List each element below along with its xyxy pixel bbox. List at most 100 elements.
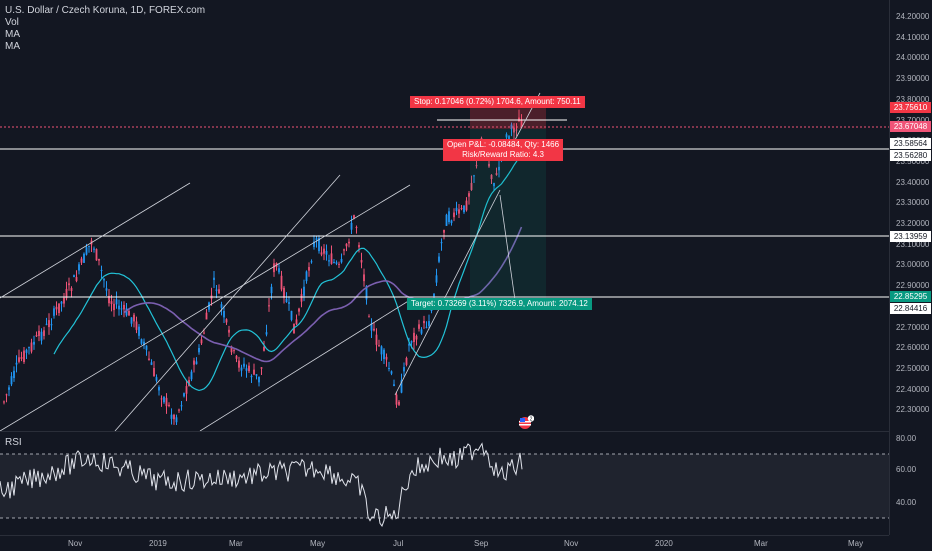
candle-body xyxy=(55,306,58,310)
candle-body xyxy=(15,362,18,365)
time-tick-label: 2020 xyxy=(655,539,673,548)
price-tick-label: 23.80000 xyxy=(896,94,930,104)
candle-body xyxy=(165,397,168,407)
candle-body xyxy=(488,163,490,167)
candle-body xyxy=(3,401,5,403)
candle-body xyxy=(65,288,68,299)
candle-body xyxy=(393,384,395,387)
candle-body xyxy=(435,275,438,283)
price-tick-label: 22.30000 xyxy=(896,405,930,415)
candle-body xyxy=(175,417,178,423)
us-flag-icon[interactable]: 2 xyxy=(516,415,534,429)
symbol-title[interactable]: U.S. Dollar / Czech Koruna, 1D, FOREX.co… xyxy=(5,5,206,16)
candle-body xyxy=(418,324,420,329)
candle-body xyxy=(453,212,455,218)
candle-body xyxy=(278,268,280,273)
candle-body xyxy=(505,134,508,138)
candle-body xyxy=(38,330,40,336)
rsi-indicator-label[interactable]: RSI xyxy=(5,437,22,448)
candle-body xyxy=(93,248,95,250)
candle-body xyxy=(520,119,523,126)
candle-body xyxy=(388,367,390,369)
candle-body xyxy=(365,285,368,300)
candle-body xyxy=(398,401,400,405)
candle-body xyxy=(283,287,285,298)
price-tick-label: 22.70000 xyxy=(896,322,930,332)
price-tick-label: 23.50000 xyxy=(896,156,930,166)
price-tick-label: 23.30000 xyxy=(896,198,930,208)
stop-label[interactable]: Stop: 0.17046 (0.72%) 1704.6, Amount: 75… xyxy=(410,96,585,108)
candle-body xyxy=(438,256,440,262)
candle-body xyxy=(468,193,470,197)
price-axis[interactable]: 24.20000 24.10000 24.00000 23.90000 23.80000… xyxy=(889,0,932,535)
price-tick-label: 23.20000 xyxy=(896,219,930,228)
candle-body xyxy=(78,264,80,271)
candle-body xyxy=(168,404,170,406)
candle-body xyxy=(95,249,98,261)
candle-body xyxy=(385,356,388,360)
rsi-pane[interactable] xyxy=(0,432,889,535)
price-tick-label: 22.50000 xyxy=(896,363,930,373)
candle-body xyxy=(420,329,423,334)
candle-body xyxy=(445,214,448,226)
candle-body xyxy=(513,127,515,133)
price-tick-label: 22.90000 xyxy=(896,281,930,291)
ma-indicator-label-1[interactable]: MA xyxy=(5,29,20,40)
horizontal-line-price-tag: 23.13959 xyxy=(890,231,931,242)
candle-body xyxy=(60,301,63,304)
price-tick-label: 24.00000 xyxy=(896,53,930,63)
time-tick-label: Nov xyxy=(68,539,83,548)
candle-body xyxy=(228,329,230,333)
candle-body xyxy=(315,238,318,241)
candle-body xyxy=(273,263,275,273)
risk-reward-text: Risk/Reward Ratio: 4.3 xyxy=(462,150,544,159)
time-axis[interactable]: Nov 2019 Mar May Jul Sep Nov 2020 Mar May xyxy=(0,535,889,551)
time-tick-label: May xyxy=(310,539,326,548)
pane-divider[interactable] xyxy=(0,431,889,432)
candle-body xyxy=(495,173,498,175)
candle-body xyxy=(108,296,110,304)
candle-body xyxy=(323,248,325,254)
candle-body xyxy=(83,253,85,263)
price-chart[interactable] xyxy=(0,0,889,431)
candle-body xyxy=(25,349,28,353)
candle-body xyxy=(170,414,173,419)
open-pnl-label[interactable]: Open P&L: -0.08484, Qty: 1466 Risk/Rewar… xyxy=(443,139,564,161)
candle-body xyxy=(333,261,335,263)
candle-body xyxy=(18,357,20,362)
candle-body xyxy=(30,342,33,352)
candle-body xyxy=(243,363,245,367)
candle-body xyxy=(510,124,513,130)
ma-indicator-label-2[interactable]: MA xyxy=(5,41,20,52)
candle-body xyxy=(183,393,185,397)
candle-body xyxy=(260,367,263,369)
stop-zone xyxy=(470,108,546,129)
candle-body xyxy=(138,326,140,336)
candle-body xyxy=(320,252,323,255)
time-tick-label: Nov xyxy=(564,539,579,548)
candle-body xyxy=(380,346,383,355)
candle-body xyxy=(363,274,365,282)
candle-body xyxy=(303,286,305,296)
candle-body xyxy=(80,258,83,263)
candle-body xyxy=(493,182,495,187)
candle-body xyxy=(223,311,225,318)
candle-body xyxy=(285,298,288,303)
volume-indicator-label[interactable]: Vol xyxy=(5,17,19,28)
candle-body xyxy=(73,275,75,278)
candle-body xyxy=(370,323,373,331)
target-label[interactable]: Target: 0.73269 (3.11%) 7326.9, Amount: … xyxy=(407,298,592,310)
time-tick-label: 2019 xyxy=(149,539,167,548)
candle-body xyxy=(23,350,25,362)
candle-body xyxy=(158,387,160,391)
time-tick-label: Mar xyxy=(754,539,768,548)
candle-body xyxy=(375,334,378,345)
candle-body xyxy=(290,310,293,320)
candle-body xyxy=(498,166,500,171)
candle-body xyxy=(255,374,258,376)
candle-body xyxy=(443,229,445,233)
price-tick-label: 23.00000 xyxy=(896,260,930,270)
candle-body xyxy=(330,253,333,264)
candle-body xyxy=(185,386,188,394)
